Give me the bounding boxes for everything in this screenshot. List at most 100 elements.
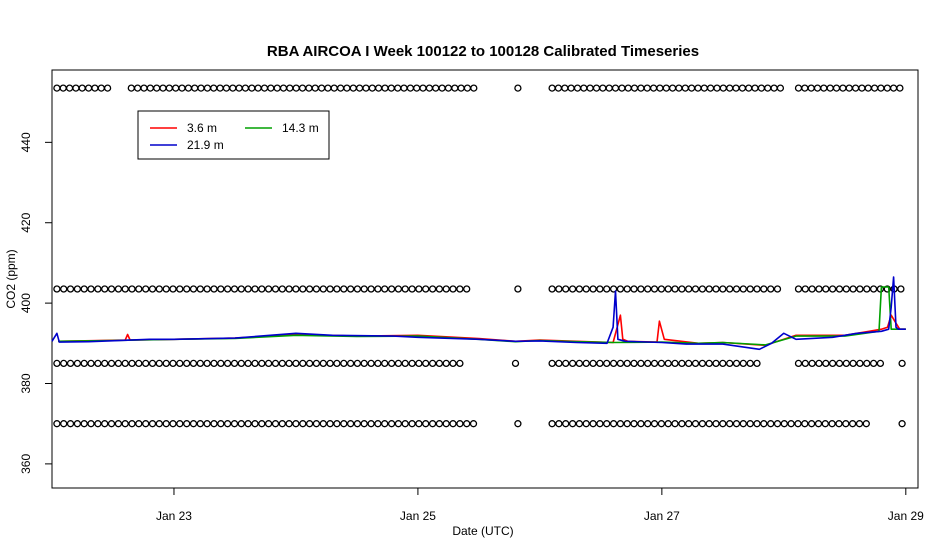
flag-marker-r2-21 xyxy=(196,359,204,368)
flag-marker-r0-29 xyxy=(254,84,262,92)
flag-marker-r2-37 xyxy=(305,359,314,368)
flag-marker-r1-107 xyxy=(869,285,878,293)
flag-marker-r2-98 xyxy=(835,359,844,368)
flag-marker-r0-109 xyxy=(839,84,847,92)
flag-marker-r1-67 xyxy=(582,285,590,293)
flag-marker-r3-61 xyxy=(469,420,478,428)
flag-marker-r3-30 xyxy=(258,420,266,428)
flag-marker-r0-94 xyxy=(732,84,740,92)
flag-marker-r1-84 xyxy=(698,285,707,293)
flag-marker-r3-21 xyxy=(196,420,204,428)
flag-marker-r0-3 xyxy=(72,84,80,92)
flag-marker-r3-81 xyxy=(671,420,679,428)
flag-marker-r0-115 xyxy=(877,84,885,92)
flag-marker-r2-1 xyxy=(60,359,68,368)
flag-marker-r0-88 xyxy=(694,84,702,92)
series-line-2 xyxy=(51,276,906,351)
flag-marker-r0-47 xyxy=(368,84,376,92)
flag-marker-r1-1 xyxy=(60,285,68,293)
flag-marker-r0-116 xyxy=(883,84,891,92)
flag-marker-r1-91 xyxy=(746,285,754,293)
flag-marker-r0-17 xyxy=(178,84,186,92)
flag-marker-r2-101 xyxy=(856,359,864,368)
flag-marker-r0-83 xyxy=(662,84,670,92)
flag-marker-r0-58 xyxy=(438,84,446,92)
legend-label-2: 21.9 m xyxy=(187,138,224,152)
flag-marker-r3-52 xyxy=(408,420,416,428)
flag-marker-r0-84 xyxy=(668,84,677,92)
flag-marker-r1-45 xyxy=(360,285,368,293)
flag-marker-r1-70 xyxy=(603,285,611,293)
flag-marker-r2-62 xyxy=(555,359,563,368)
flag-marker-r2-69 xyxy=(603,359,611,368)
flag-marker-r0-98 xyxy=(757,84,766,92)
flag-marker-r2-71 xyxy=(616,359,625,368)
flag-marker-r1-2 xyxy=(66,285,75,293)
flag-marker-r3-34 xyxy=(285,420,293,428)
plot-frame xyxy=(51,69,919,489)
series-line-1 xyxy=(58,286,906,346)
flag-marker-r0-79 xyxy=(637,84,645,92)
flag-marker-r3-107 xyxy=(848,420,857,428)
flag-marker-r0-25 xyxy=(229,84,237,92)
flag-marker-r2-25 xyxy=(223,359,232,368)
flag-marker-r2-28 xyxy=(244,359,252,368)
flag-marker-r3-90 xyxy=(732,420,741,428)
flag-marker-r0-7 xyxy=(97,84,105,92)
flag-marker-r2-63 xyxy=(562,359,570,368)
flag-marker-r2-84 xyxy=(705,359,713,368)
flag-marker-r3-7 xyxy=(101,420,109,428)
flag-marker-r1-25 xyxy=(223,285,232,293)
flag-marker-r2-53 xyxy=(415,359,423,368)
flag-marker-r0-70 xyxy=(580,84,588,92)
flag-marker-r2-89 xyxy=(739,359,747,368)
flag-marker-r0-69 xyxy=(573,84,582,92)
flag-marker-r3-32 xyxy=(271,420,280,428)
flag-marker-r1-85 xyxy=(705,285,713,293)
data-series xyxy=(51,276,906,351)
flag-marker-r3-25 xyxy=(223,420,232,428)
flag-marker-r2-23 xyxy=(210,359,218,368)
flag-marker-r3-1 xyxy=(60,420,68,428)
flag-marker-r0-67 xyxy=(561,84,569,92)
flag-marker-r2-51 xyxy=(401,359,409,368)
flag-marker-r3-67 xyxy=(575,420,584,428)
flag-marker-r3-14 xyxy=(148,420,157,428)
flag-marker-r3-24 xyxy=(217,420,225,428)
flag-marker-r2-96 xyxy=(822,359,830,368)
flag-marker-r1-36 xyxy=(299,285,307,293)
flag-marker-r0-64 xyxy=(514,84,522,92)
flag-marker-r1-74 xyxy=(630,285,638,293)
flag-marker-r2-57 xyxy=(442,359,450,368)
flag-marker-r1-59 xyxy=(456,285,464,293)
flag-marker-r0-52 xyxy=(400,84,408,92)
flag-marker-r1-50 xyxy=(394,285,403,293)
flag-marker-r3-5 xyxy=(87,420,95,428)
flag-marker-r2-99 xyxy=(842,359,850,368)
x-tick-label-0: Jan 23 xyxy=(156,509,192,523)
flag-marker-r3-3 xyxy=(73,420,82,428)
flag-marker-r0-91 xyxy=(713,84,721,92)
flag-marker-r1-57 xyxy=(442,285,450,293)
flag-marker-r1-32 xyxy=(271,285,280,293)
y-tick-label-1: 380 xyxy=(19,373,33,393)
flag-marker-r2-79 xyxy=(671,359,679,368)
flag-marker-r2-8 xyxy=(107,359,116,368)
flag-marker-r1-56 xyxy=(435,285,444,293)
flag-marker-r3-15 xyxy=(155,420,163,428)
flag-marker-r2-59 xyxy=(456,359,464,368)
flag-marker-r0-24 xyxy=(222,84,231,92)
chart-title: RBA AIRCOA I Week 100122 to 100128 Calib… xyxy=(267,43,699,60)
flag-marker-r1-109 xyxy=(883,285,891,293)
flag-marker-r1-93 xyxy=(760,285,768,293)
flag-marker-r1-38 xyxy=(312,285,321,293)
flag-marker-r0-66 xyxy=(554,84,563,92)
flag-marker-r2-47 xyxy=(374,359,382,368)
flag-marker-r2-91 xyxy=(753,359,761,368)
flag-marker-r1-103 xyxy=(842,285,850,293)
flag-marker-r3-102 xyxy=(814,420,823,428)
flag-marker-r3-39 xyxy=(319,420,327,428)
flag-marker-r2-68 xyxy=(596,359,604,368)
flag-marker-r2-83 xyxy=(698,359,707,368)
flag-marker-r0-80 xyxy=(643,84,651,92)
